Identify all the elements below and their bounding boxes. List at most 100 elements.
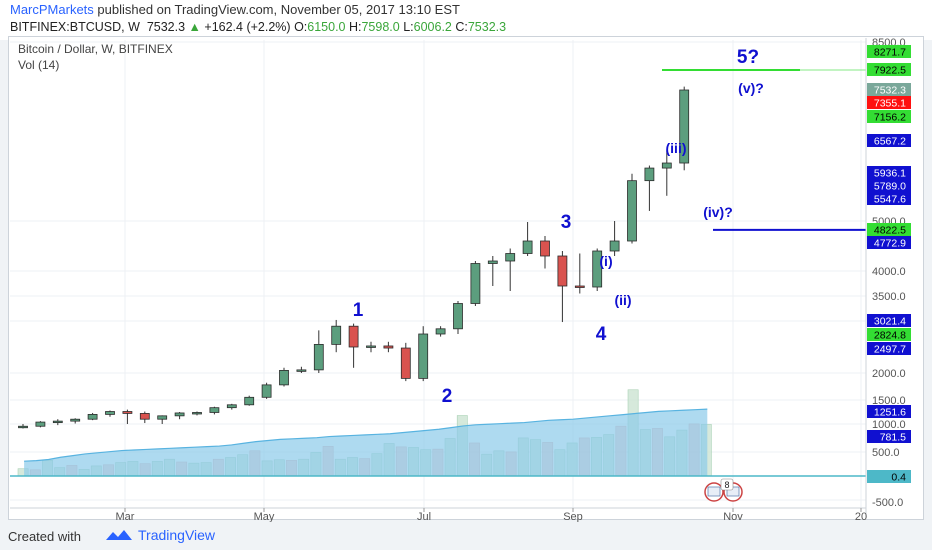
symbol-ohlc-line: BITFINEX:BTCUSD, W 7532.3 ▲ +162.4 (+2.2… [10,20,506,34]
candle-body [540,240,550,257]
candle-body [70,418,81,422]
candle-body [609,240,620,252]
candle-body [105,411,115,415]
price-marker-label: 5936.1 [874,168,906,180]
time-tick-label: 20 [855,511,867,523]
wave-label: 2 [442,386,453,407]
tradingview-cloud-icon [106,530,132,540]
event-count-badge: 8 [720,478,734,491]
time-tick-label: Jul [417,511,431,523]
price-marker-label: 8271.7 [874,47,906,59]
high-label: H: [348,20,362,34]
price-marker-label: 7355.1 [874,98,906,110]
wave-labels: 1 2 3 4 (i) (ii) (iii) (iv)? (v)? 5? [353,47,764,407]
chart-header: MarcPMarkets published on TradingView.co… [0,0,932,40]
time-tick-label: May [254,511,275,523]
level-lines [662,68,866,231]
open-value: 6150.0 [307,20,346,34]
candle-body [366,345,376,348]
price-axis: 8500.05000.04000.03500.03000.02000.01500… [865,37,911,518]
price-marker-label: 7922.5 [874,65,906,77]
footer: Created with TradingView [0,522,932,550]
candle-body [574,285,585,288]
candle-body [679,89,690,164]
published-text: published on TradingView.com, November 0… [93,2,460,17]
price-marker [867,110,911,123]
price-marker [867,83,911,96]
tradingview-brand: TradingView [138,527,216,543]
candle-body [296,369,307,372]
price-change: +162.4 (+2.2%) [204,20,291,34]
price-marker-label: 7532.3 [874,85,906,97]
candle-body [522,240,533,254]
candle-body [139,413,150,420]
price-marker-label: 2824.8 [874,330,906,342]
candle-body [18,425,28,429]
price-marker [867,96,911,109]
wave-label: (iv)? [703,204,733,220]
close-label: C: [455,20,468,34]
candle-body [627,180,637,242]
tradingview-logo[interactable]: TradingView [104,527,215,543]
price-marker-label: 1251.6 [874,407,906,419]
price-tick-label: 3500.0 [872,291,906,303]
candle-body [52,420,63,424]
price-tick-label: 1000.0 [872,419,906,431]
high-value: 7598.0 [361,20,400,34]
price-marker-label: 5789.0 [874,181,906,193]
volume-ma-line [24,408,708,462]
close-value: 7532.3 [467,20,507,34]
price-marker [867,328,911,341]
candle-body [122,411,133,414]
price-marker-label: 781.5 [880,432,906,444]
price-marker-label: 6567.2 [874,136,906,148]
candle-body [592,250,603,288]
price-tick-label: 2000.0 [872,368,906,380]
time-tick-label: Sep [563,511,583,523]
candle-body [313,343,324,371]
symbol: BITFINEX:BTCUSD, W [10,20,140,34]
chart-extras: 8 [704,478,743,502]
candle-body [35,421,46,427]
price-marker [867,430,911,443]
price-marker-label: 4772.9 [874,238,906,250]
candle-body [400,347,411,379]
candle-body [331,325,342,345]
price-marker [867,192,911,205]
author-link[interactable]: MarcPMarkets [10,2,94,17]
wave-label: (iii) [666,140,687,156]
candle-body [157,415,168,420]
candle-body [279,369,289,386]
wave-label: 1 [353,300,364,321]
price-marker-label: 4822.5 [874,225,906,237]
last-price: 7532.3 [146,20,186,34]
price-marker [867,342,911,355]
candle-body [435,328,446,335]
candle-body [418,333,429,379]
price-marker [867,179,911,192]
candles [18,86,690,429]
volume-legend: Vol (14) [18,58,60,72]
candle-body [174,412,185,417]
time-axis: Mar May Jul Sep Nov 20 [10,507,867,523]
price-marker [867,314,911,327]
candle-body [348,325,359,348]
event-count: 8 [724,480,729,490]
price-marker [867,470,911,483]
candle-body [487,260,498,264]
price-marker [867,166,911,179]
wave-label: 3 [561,212,572,233]
wave-label: 5? [737,47,759,68]
price-marker-label: 0.4 [891,472,906,484]
price-marker-label: 3021.4 [874,316,906,328]
candle-body [192,412,202,415]
event-flag-icon [704,482,724,502]
chart-legend-title: Bitcoin / Dollar, W, BITFINEX [18,42,173,56]
candle-body [261,384,272,398]
candle-body [470,263,481,304]
open-label: O: [294,20,308,34]
price-marker [867,236,911,249]
price-marker-label: 7156.2 [874,112,906,124]
volume-ma-area [24,409,708,476]
